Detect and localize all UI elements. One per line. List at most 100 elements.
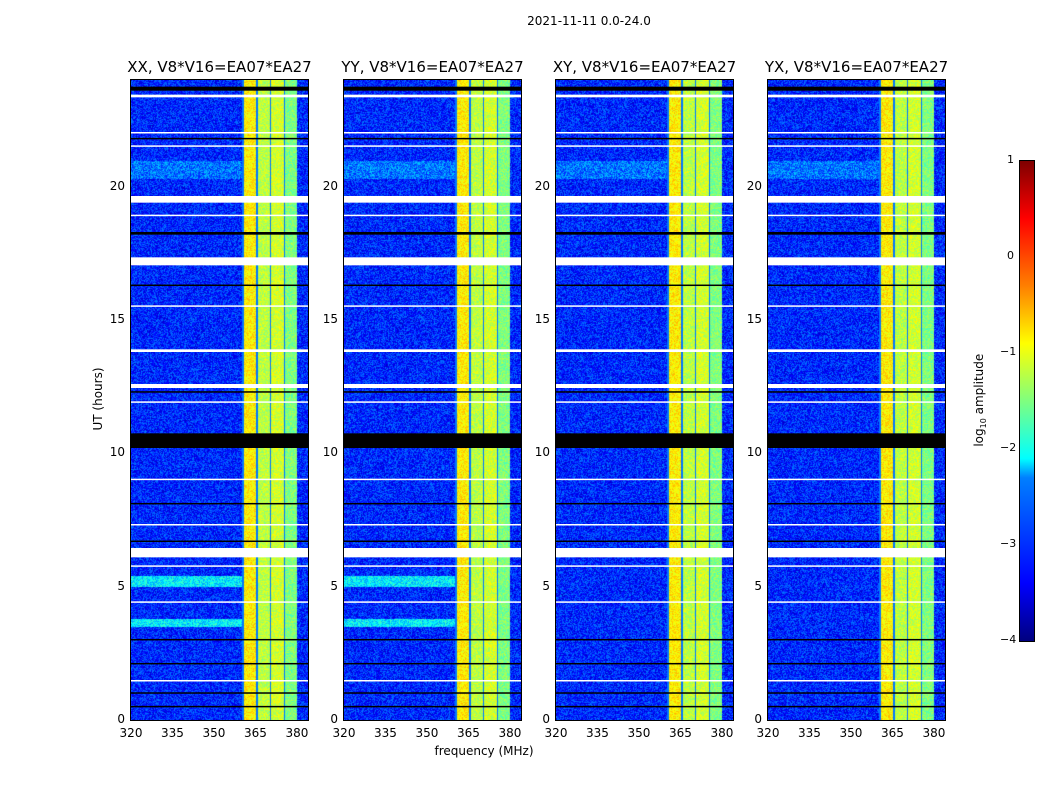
panel-title: YX, V8*V16=EA07*EA27: [764, 58, 949, 76]
flagged-row: [768, 132, 945, 134]
dropout-row: [768, 391, 945, 393]
dropout-row: [556, 705, 733, 708]
dropout-row: [344, 137, 521, 140]
flagged-row: [768, 349, 945, 352]
dropout-row: [768, 692, 945, 694]
flagged-row: [556, 601, 733, 603]
y-axis-label: UT (hours): [91, 367, 105, 431]
y-tick-label: 20: [534, 178, 550, 193]
dropout-row: [344, 502, 521, 505]
flagged-row: [131, 565, 308, 567]
dropout-row: [131, 705, 308, 708]
flagged-row: [344, 145, 521, 147]
dropout-row: [344, 705, 521, 708]
flagged-row: [768, 384, 945, 388]
flagged-row: [344, 601, 521, 603]
figure-title: 2021-11-11 0.0-24.0: [527, 14, 651, 28]
flagged-row: [131, 524, 308, 526]
flagged-row: [768, 257, 945, 266]
dropout-row: [768, 284, 945, 287]
dropout-row: [344, 662, 521, 665]
x-tick-label: 335: [586, 726, 609, 740]
x-axis-label: frequency (MHz): [434, 744, 534, 758]
flagged-row: [556, 132, 733, 134]
flag-overlay: [556, 86, 733, 708]
dropout-row: [131, 502, 308, 505]
flagged-row: [768, 401, 945, 403]
flagged-row: [768, 305, 945, 307]
spectrogram-heatmap: [768, 80, 945, 720]
y-tick-label: 0: [754, 712, 762, 726]
dropout-row: [344, 232, 521, 235]
y-tick-label: 0: [117, 712, 125, 726]
dropout-row: [768, 638, 945, 641]
flagged-row: [768, 214, 945, 217]
dropout-row: [131, 86, 308, 91]
flagged-row: [344, 349, 521, 352]
x-tick-label: 335: [374, 726, 397, 740]
x-tick-label: 380: [922, 726, 946, 740]
flagged-row: [344, 257, 521, 266]
dropout-row: [768, 232, 945, 235]
x-tick-label: 365: [244, 726, 267, 740]
flag-overlay: [131, 86, 308, 708]
dropout-row: [131, 391, 308, 393]
flagged-row: [768, 524, 945, 526]
dropout-row: [768, 433, 945, 448]
dropout-row: [344, 433, 521, 448]
spectrogram-heatmap: [556, 80, 733, 720]
flagged-row: [556, 94, 733, 98]
y-tick-label: 10: [534, 445, 550, 460]
dropout-row: [556, 502, 733, 505]
colorbar-label: log10 amplitude: [972, 340, 988, 460]
y-tick-label: 5: [330, 578, 338, 593]
x-tick-label: 365: [881, 726, 904, 740]
spectrogram-heatmap: [131, 80, 308, 720]
flagged-row: [131, 548, 308, 558]
flagged-row: [344, 548, 521, 558]
colorbar-tick-label: 1: [1007, 153, 1014, 166]
colorbar-tick-label: −2: [1000, 441, 1017, 454]
dropout-row: [556, 662, 733, 665]
dropout-row: [556, 391, 733, 393]
flagged-row: [344, 94, 521, 98]
flagged-row: [768, 565, 945, 567]
y-tick-label: 15: [109, 312, 125, 326]
colorbar-label-main: log: [971, 428, 986, 447]
y-tick-label: 5: [754, 578, 762, 593]
dropout-row: [556, 137, 733, 140]
dropout-row: [556, 86, 733, 91]
dropout-row: [556, 638, 733, 641]
flagged-row: [556, 384, 733, 388]
dropout-row: [768, 705, 945, 708]
flagged-row: [556, 548, 733, 558]
panel-0: XX, V8*V16=EA07*EA27 320 335 350 365 380 0 5 10 1…: [110, 58, 312, 740]
panel-3: YX, V8*V16=EA07*EA27 320 335 350 365 380 0 5 10 1…: [747, 58, 948, 740]
dropout-row: [556, 692, 733, 694]
dropout-row: [131, 232, 308, 235]
dropout-row: [768, 540, 945, 543]
colorbar-tick-label: 0: [1007, 249, 1014, 262]
colorbar-label-sub: 10: [979, 418, 989, 429]
x-tick-label: 350: [415, 726, 439, 740]
flagged-row: [131, 132, 308, 134]
dropout-row: [556, 433, 733, 448]
y-tick-label: 20: [746, 178, 762, 193]
dropout-row: [768, 502, 945, 505]
flagged-row: [768, 94, 945, 98]
flagged-row: [131, 478, 308, 481]
flagged-row: [131, 305, 308, 307]
panel-title: YY, V8*V16=EA07*EA27: [341, 58, 524, 76]
x-tick-label: 380: [710, 726, 734, 740]
flagged-row: [344, 680, 521, 682]
dropout-row: [131, 433, 308, 448]
x-tick-label: 335: [161, 726, 184, 740]
x-tick-label: 380: [498, 726, 522, 740]
dropout-row: [768, 137, 945, 140]
y-tick-label: 20: [322, 178, 338, 193]
dropout-row: [131, 692, 308, 694]
x-tick-label: 320: [119, 726, 143, 740]
flagged-row: [344, 196, 521, 203]
dropout-row: [344, 284, 521, 287]
